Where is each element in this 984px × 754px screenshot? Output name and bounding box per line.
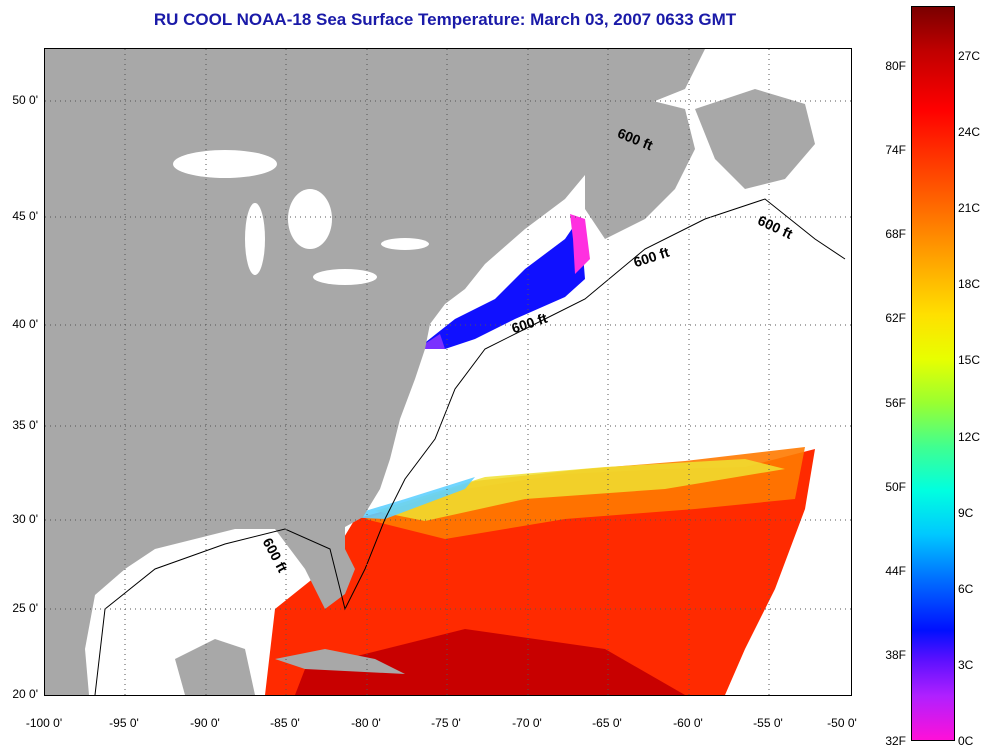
sst-map: 600 ft 600 ft 600 ft 600 ft 600 ft	[44, 48, 852, 696]
lat-label: 20 0'	[12, 687, 38, 701]
lon-label: -85 0'	[270, 716, 300, 730]
map-graphic	[45, 49, 851, 695]
cold-sst-region	[417, 217, 585, 349]
lon-label: -90 0'	[190, 716, 220, 730]
land-cuba	[275, 649, 405, 674]
lon-label: -75 0'	[431, 716, 461, 730]
lat-label: 40 0'	[12, 317, 38, 331]
colorbar-f-label: 32F	[885, 734, 906, 748]
lake-michigan	[245, 203, 265, 275]
deep-red-patch	[295, 629, 685, 695]
colorbar-c-label: 24C	[958, 125, 981, 139]
lon-label: -80 0'	[351, 716, 381, 730]
colorbar-f-label: 56F	[885, 396, 906, 410]
land-maritimes	[585, 99, 695, 239]
colorbar-f-label: 38F	[885, 648, 906, 662]
colorbar-c-label: 18C	[958, 277, 981, 291]
lon-label: -60 0'	[673, 716, 703, 730]
colorbar-c-label: 27C	[958, 49, 981, 63]
cold-sst-magenta	[570, 214, 590, 274]
colorbar-c-label: 9C	[958, 506, 974, 520]
contour-600ft	[94, 198, 846, 695]
colorbar-f-label: 80F	[885, 59, 906, 73]
colorbar-c-label: 0C	[958, 734, 974, 748]
lake-superior	[173, 150, 277, 178]
lat-label: 30 0'	[12, 512, 38, 526]
colorbar-f-label: 62F	[885, 311, 906, 325]
colorbar-c-label: 12C	[958, 430, 981, 444]
land-newfoundland	[695, 89, 815, 189]
temperature-colorbar	[911, 6, 955, 741]
lon-label: -50 0'	[827, 716, 857, 730]
lon-label: -95 0'	[109, 716, 139, 730]
lon-label: -70 0'	[512, 716, 542, 730]
lat-label: 50 0'	[12, 93, 38, 107]
colorbar-f-label: 44F	[885, 564, 906, 578]
lake-ontario	[381, 238, 429, 250]
lake-erie	[313, 269, 377, 285]
lon-label: -55 0'	[753, 716, 783, 730]
land-yucatan	[175, 639, 255, 695]
lat-label: 35 0'	[12, 418, 38, 432]
colorbar-f-label: 74F	[885, 143, 906, 157]
map-title: RU COOL NOAA-18 Sea Surface Temperature:…	[153, 10, 737, 29]
lat-label: 25 0'	[12, 601, 38, 615]
lon-label: -100 0'	[25, 716, 63, 730]
cool-sst-edge	[345, 477, 475, 519]
colorbar-c-label: 6C	[958, 582, 974, 596]
lake-huron	[288, 189, 332, 249]
lat-label: 45 0'	[12, 209, 38, 223]
colorbar-c-label: 15C	[958, 353, 981, 367]
colorbar-f-label: 68F	[885, 227, 906, 241]
warm-sst-band-yellow	[375, 459, 785, 521]
colorbar-c-label: 21C	[958, 201, 981, 215]
colorbar-c-label: 3C	[958, 658, 974, 672]
lon-label: -65 0'	[592, 716, 622, 730]
colorbar-f-label: 50F	[885, 480, 906, 494]
land-north-america	[45, 49, 705, 695]
